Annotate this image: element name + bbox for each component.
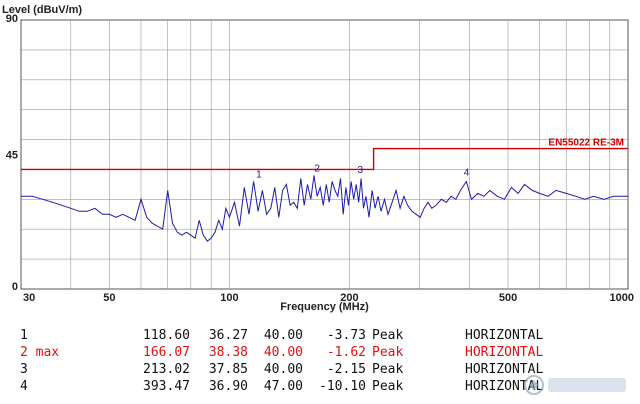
marker-id-cell: 4 <box>20 379 28 394</box>
y-tick-label: 45 <box>6 150 18 162</box>
x-tick-label: 50 <box>103 292 115 304</box>
marker-polarization-cell: HORIZONTAL <box>465 345 544 360</box>
x-tick-label: 1000 <box>610 292 634 304</box>
limit-line <box>21 147 628 171</box>
y-tick-labels: 0 45 90 <box>6 13 18 293</box>
marker-id-cell: 1 <box>20 328 28 343</box>
marker-label: 3 <box>358 165 364 176</box>
marker-table-row: 3 213.02 37.85 40.00 -2.15 Peak HORIZONTAL <box>20 361 580 378</box>
x-tick-labels: 30 50 100 200 500 1000 <box>23 292 634 304</box>
y-tick-label: 90 <box>6 13 18 25</box>
marker-table-row: 4 393.47 36.90 47.00 -10.10 Peak HORIZONTAL <box>20 378 580 395</box>
x-tick-label: 200 <box>340 292 358 304</box>
marker-label: 2 <box>314 163 320 174</box>
marker-detector-cell: Peak <box>372 345 404 360</box>
marker-margin-cell: -2.15 <box>326 362 366 377</box>
marker-table-row: 1 118.60 36.27 40.00 -3.73 Peak HORIZONTAL <box>20 327 580 344</box>
marker-margin-cell: -1.62 <box>326 345 366 360</box>
marker-level-cell: 37.85 <box>208 362 248 377</box>
marker-freq-cell: 213.02 <box>143 362 190 377</box>
x-tick-label: 30 <box>23 292 35 304</box>
marker-margin-cell: -10.10 <box>319 379 366 394</box>
emission-chart: 1 2 3 4 30 50 100 200 500 1000 0 45 90 Level (dBuV… <box>2 4 634 313</box>
watermark-logo <box>524 375 626 395</box>
y-tick-label: 0 <box>12 281 18 293</box>
marker-margin-cell: -3.73 <box>326 328 366 343</box>
marker-limit-cell: 47.00 <box>263 379 303 394</box>
x-tick-label: 500 <box>499 292 517 304</box>
marker-detector-cell: Peak <box>372 379 404 394</box>
marker-detector-cell: Peak <box>372 362 404 377</box>
marker-freq-cell: 118.60 <box>143 328 190 343</box>
plot-frame <box>20 19 629 290</box>
y-axis-title: Level (dBuV/m) <box>2 4 82 16</box>
x-axis-title: Frequency (MHz) <box>280 301 369 313</box>
marker-label: 4 <box>464 168 470 179</box>
marker-table: 1 118.60 36.27 40.00 -3.73 Peak HORIZONTAL 2 ma… <box>20 327 580 395</box>
marker-freq-cell: 393.47 <box>143 379 190 394</box>
marker-polarization-cell: HORIZONTAL <box>465 328 544 343</box>
marker-level-cell: 36.90 <box>208 379 248 394</box>
marker-limit-cell: 40.00 <box>263 328 303 343</box>
marker-limit-cell: 40.00 <box>263 345 303 360</box>
marker-table-row: 2 max 166.07 38.38 40.00 -1.62 Peak HORIZONTAL <box>20 344 580 361</box>
marker-polarization-cell: HORIZONTAL <box>465 379 544 394</box>
marker-freq-cell: 166.07 <box>143 345 190 360</box>
marker-polarization-cell: HORIZONTAL <box>465 362 544 377</box>
x-tick-label: 100 <box>220 292 238 304</box>
limit-line-path <box>21 147 628 171</box>
marker-id-cell: 2 max <box>20 345 60 360</box>
marker-id-cell: 3 <box>20 362 28 377</box>
marker-labels: 1 2 3 4 <box>256 163 470 180</box>
marker-label: 1 <box>256 170 262 181</box>
marker-limit-cell: 40.00 <box>263 362 303 377</box>
marker-level-cell: 38.38 <box>208 345 248 360</box>
series-trace <box>21 175 628 242</box>
marker-detector-cell: Peak <box>372 328 404 343</box>
marker-level-cell: 36.27 <box>208 328 248 343</box>
limit-line-label: EN55022 RE-3M <box>548 138 624 149</box>
